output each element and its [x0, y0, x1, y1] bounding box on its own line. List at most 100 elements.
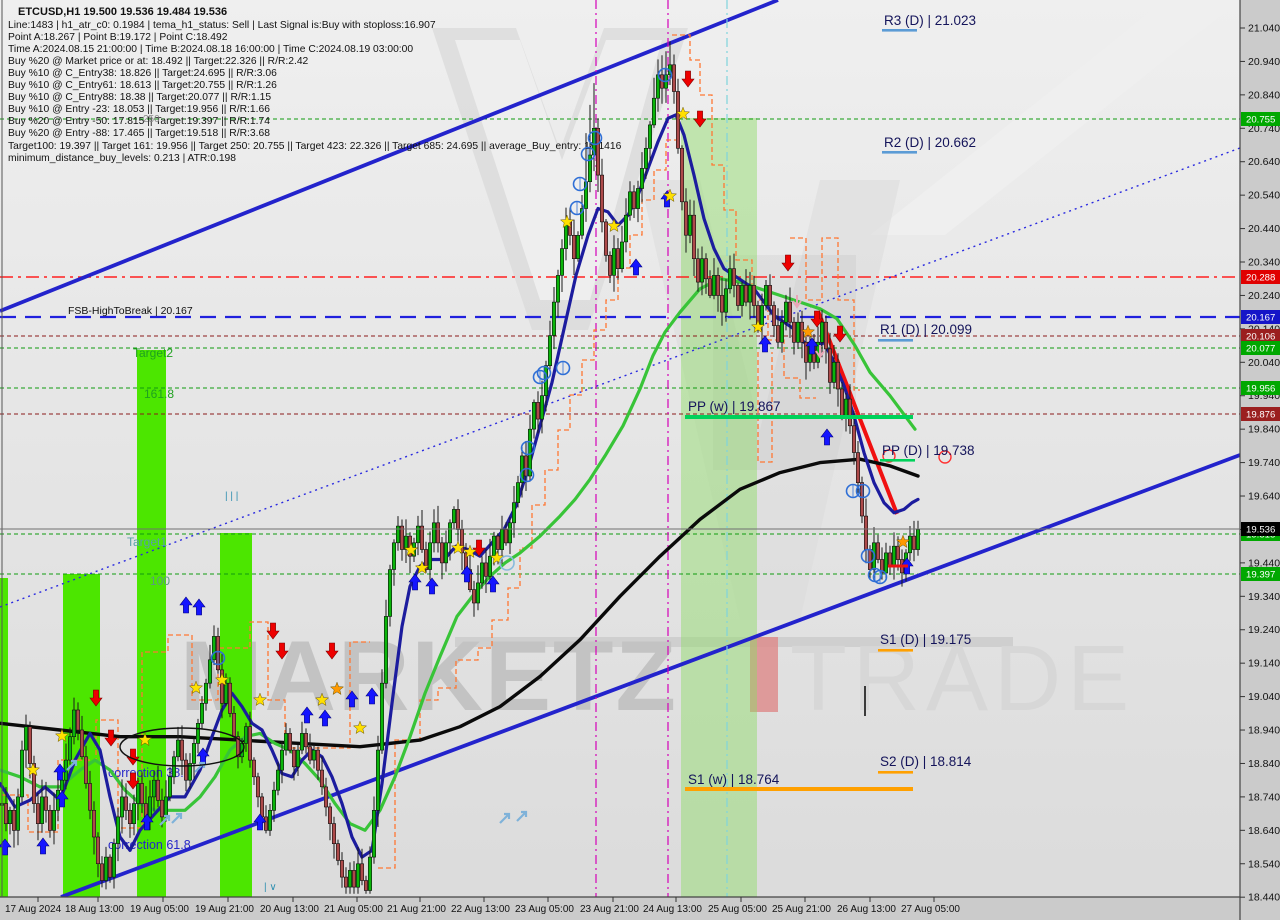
sell-arrow-icon[interactable]	[472, 539, 486, 557]
buy-arrow-icon[interactable]	[425, 577, 439, 595]
star-signal-icon[interactable]	[800, 324, 816, 339]
star-signal-icon[interactable]	[188, 680, 204, 695]
star-signal-icon[interactable]	[750, 319, 766, 334]
up-trend-outline-arrow-icon[interactable]	[516, 810, 528, 822]
target2-label[interactable]: Target2	[133, 346, 173, 360]
star-signal-icon[interactable]	[403, 542, 419, 557]
circle-outline-icon[interactable]	[499, 555, 515, 571]
star-signal-icon[interactable]	[462, 544, 478, 559]
up-trend-outline-arrow-icon[interactable]	[171, 812, 183, 824]
buy-arrow-icon[interactable]	[758, 335, 772, 353]
buy-arrow-icon[interactable]	[365, 687, 379, 705]
fsb-high-to-break-label[interactable]: FSB-HighToBreak | 20.167	[68, 305, 193, 317]
pivot-label[interactable]: R1 (D) | 20.099	[880, 322, 972, 337]
trendline-2[interactable]	[0, 147, 1241, 608]
down-outline-arrow-icon[interactable]	[792, 295, 802, 309]
sell-arrow-icon[interactable]	[126, 748, 140, 766]
y-axis-label: 18.640	[1248, 825, 1280, 837]
star-signal-icon[interactable]	[214, 672, 230, 687]
red-circle-icon[interactable]	[882, 449, 896, 463]
buy-arrow-icon[interactable]	[55, 790, 69, 808]
star-signal-icon[interactable]	[559, 214, 575, 229]
pivot-label[interactable]: R2 (D) | 20.662	[884, 135, 976, 150]
buy-arrow-icon[interactable]	[629, 258, 643, 276]
up-trend-outline-arrow-icon[interactable]	[159, 814, 171, 826]
sell-arrow-icon[interactable]	[89, 689, 103, 707]
star-signal-icon[interactable]	[662, 188, 678, 203]
sell-arrow-icon[interactable]	[275, 642, 289, 660]
vertical-session-lines[interactable]	[595, 0, 728, 897]
star-signal-icon[interactable]	[54, 728, 70, 743]
star-signal-icon[interactable]	[352, 720, 368, 735]
sell-arrow-icon[interactable]	[104, 729, 118, 747]
star-signal-icon[interactable]	[895, 534, 911, 549]
fib-target-columns[interactable]	[0, 118, 757, 897]
buy-arrow-icon[interactable]	[408, 573, 422, 591]
y-axis-label: 19.740	[1248, 457, 1280, 469]
buy-arrow-icon[interactable]	[140, 813, 154, 831]
star-signal-icon[interactable]	[25, 762, 41, 777]
candle-body	[255, 776, 260, 798]
buy-arrow-icon[interactable]	[192, 598, 206, 616]
candle-body	[735, 285, 740, 306]
pivot-label[interactable]: S1 (D) | 19.175	[880, 632, 971, 647]
sell-arrow-icon[interactable]	[266, 622, 280, 640]
trendline-3[interactable]	[816, 310, 899, 515]
candle-body	[180, 739, 185, 761]
sell-arrow-icon[interactable]	[325, 642, 339, 660]
ellipse-annotation[interactable]	[119, 727, 245, 767]
candle-body	[491, 535, 496, 557]
star-signal-icon[interactable]	[489, 550, 505, 565]
signal-markers[interactable]	[0, 67, 952, 856]
star-signal-icon[interactable]	[675, 106, 691, 121]
pivot-labels[interactable]: R3 (D) | 21.023 R2 (D) | 20.662 R1 (D) | 2…	[688, 13, 976, 787]
buy-arrow-icon[interactable]	[820, 428, 834, 446]
pivot-label[interactable]: PP (D) | 19.738	[882, 443, 975, 458]
time-axis-strip[interactable]	[0, 897, 1240, 920]
red-circle-icon[interactable]	[938, 450, 952, 464]
sell-arrow-icon[interactable]	[693, 110, 707, 128]
buy-arrow-icon[interactable]	[486, 575, 500, 593]
price-badge-label: 19.876	[1246, 410, 1275, 421]
buy-arrow-icon[interactable]	[36, 837, 50, 855]
pivot-label[interactable]: S2 (D) | 18.814	[880, 754, 972, 769]
down-outline-arrow-icon[interactable]	[815, 345, 825, 359]
star-signal-icon[interactable]	[252, 692, 268, 707]
buy-arrow-icon[interactable]	[0, 838, 12, 856]
buy-arrow-icon[interactable]	[253, 813, 267, 831]
pivot-label[interactable]: PP (w) | 19.867	[688, 399, 781, 414]
star-signal-icon[interactable]	[606, 218, 622, 233]
sell-arrow-icon[interactable]	[781, 254, 795, 272]
sell-arrow-icon[interactable]	[126, 772, 140, 790]
candle-body	[819, 321, 824, 343]
sell-arrow-icon[interactable]	[810, 310, 824, 328]
pivot-label[interactable]: R3 (D) | 21.023	[884, 13, 976, 28]
sell-arrow-icon[interactable]	[681, 70, 695, 88]
up-trend-outline-arrow-icon[interactable]	[66, 759, 78, 771]
buy-arrow-icon[interactable]	[460, 565, 474, 583]
star-signal-icon[interactable]	[414, 560, 430, 575]
buy-arrow-icon[interactable]	[318, 709, 332, 727]
buy-arrow-icon[interactable]	[53, 763, 67, 781]
target1-label[interactable]: Target1	[127, 535, 167, 549]
buy-arrow-icon[interactable]	[179, 596, 193, 614]
star-signal-icon[interactable]	[450, 540, 466, 555]
correction-382-label[interactable]: correction 38.2	[108, 766, 191, 780]
weekly-pivot-lines[interactable]	[685, 415, 913, 791]
target-zone-column[interactable]	[0, 578, 8, 897]
price-axis-strip[interactable]	[1240, 0, 1280, 920]
horizontal-levels[interactable]	[0, 118, 1240, 575]
info-line: Line:1483 | h1_atr_c0: 0.1984 | tema_h1_…	[8, 20, 436, 31]
pivot-label[interactable]: S1 (w) | 18.764	[688, 772, 780, 787]
star-signal-icon[interactable]	[314, 692, 330, 707]
buy-arrow-icon[interactable]	[300, 706, 314, 724]
star-signal-icon[interactable]	[137, 732, 153, 747]
buy-arrow-icon[interactable]	[345, 690, 359, 708]
buy-arrow-icon[interactable]	[805, 337, 819, 355]
trendline-0[interactable]	[0, 0, 779, 313]
sell-arrow-icon[interactable]	[833, 325, 847, 343]
star-signal-icon[interactable]	[329, 681, 345, 696]
up-trend-outline-arrow-icon[interactable]	[499, 812, 511, 824]
candle-body	[747, 285, 752, 303]
